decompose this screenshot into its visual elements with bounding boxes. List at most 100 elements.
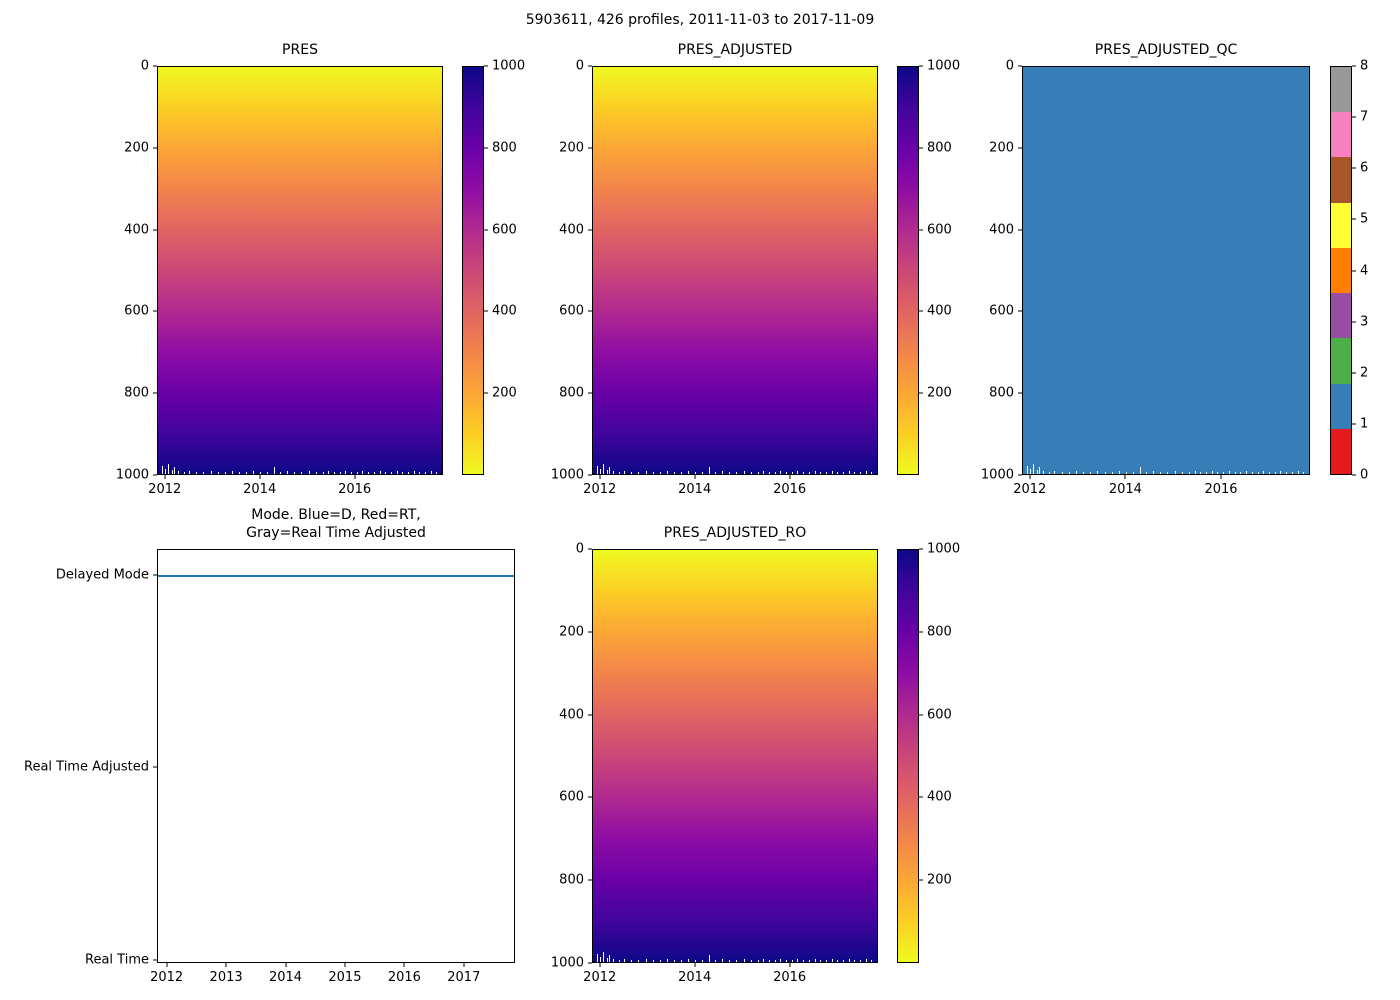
tick-mark bbox=[919, 392, 923, 394]
missing-data-dash bbox=[618, 472, 620, 474]
tick-label: 2014 bbox=[1108, 482, 1142, 497]
tick-mark bbox=[588, 65, 592, 67]
tick-mark bbox=[919, 879, 923, 881]
missing-data-dash bbox=[308, 471, 310, 474]
missing-data-dash bbox=[743, 471, 745, 474]
qc-colorbar-segment bbox=[1331, 383, 1351, 429]
missing-data-dash bbox=[1090, 472, 1092, 474]
tick-label: 1000 bbox=[550, 467, 584, 483]
missing-data-dash bbox=[666, 471, 668, 474]
tick-mark bbox=[1352, 423, 1356, 425]
missing-data-dash bbox=[183, 472, 185, 474]
missing-data-dash bbox=[871, 472, 873, 474]
tick-label: 0 bbox=[140, 58, 149, 74]
missing-data-dash bbox=[334, 472, 336, 474]
tick-label: 400 bbox=[927, 789, 952, 805]
missing-data-dash bbox=[597, 466, 599, 474]
tick-mark bbox=[588, 392, 592, 394]
missing-data-dash bbox=[339, 472, 341, 474]
missing-data-dash bbox=[162, 466, 164, 474]
missing-data-dash bbox=[769, 960, 771, 962]
tick-mark bbox=[588, 879, 592, 881]
tick-label: 800 bbox=[559, 872, 584, 888]
missing-data-dash bbox=[702, 472, 704, 474]
missing-data-dash bbox=[769, 472, 771, 474]
missing-data-dash bbox=[757, 960, 759, 962]
tick-label: 1000 bbox=[115, 467, 149, 483]
missing-data-dash bbox=[1160, 472, 1162, 474]
missing-data-dash bbox=[1153, 471, 1155, 474]
tick-label: 600 bbox=[989, 303, 1014, 319]
plot-pres-adjusted: PRES_ADJUSTED 0 200 400 600 800 1000 2012 2014… bbox=[551, 42, 878, 497]
missing-data-dash bbox=[1097, 471, 1099, 474]
missing-data-dash bbox=[419, 472, 421, 474]
tick-label: 2015 bbox=[328, 970, 362, 985]
tick-mark bbox=[1220, 475, 1222, 479]
tick-mark bbox=[588, 548, 592, 550]
missing-data-dash bbox=[322, 472, 324, 474]
tick-label: 2013 bbox=[209, 970, 243, 985]
missing-data-dash bbox=[1048, 472, 1050, 474]
missing-data-dash bbox=[831, 959, 833, 962]
qc-colorbar: 8 7 6 5 4 3 2 1 0 bbox=[1330, 59, 1368, 483]
missing-data-dash bbox=[1240, 472, 1242, 474]
tick-mark bbox=[484, 147, 488, 149]
tick-label: 2016 bbox=[338, 482, 372, 497]
missing-data-dash bbox=[210, 471, 212, 474]
pres-missing-data-noise bbox=[158, 67, 442, 474]
tick-label: 8 bbox=[1360, 58, 1369, 74]
missing-data-dash bbox=[301, 472, 303, 474]
missing-data-dash bbox=[1291, 472, 1293, 474]
tick-mark bbox=[153, 959, 157, 961]
missing-data-dash bbox=[315, 472, 317, 474]
missing-data-dash bbox=[373, 472, 375, 474]
tick-mark bbox=[153, 310, 157, 312]
missing-data-dash bbox=[736, 472, 738, 474]
missing-data-dash bbox=[368, 472, 370, 474]
missing-data-dash bbox=[1133, 472, 1135, 474]
tick-mark bbox=[1018, 392, 1022, 394]
missing-data-dash bbox=[385, 472, 387, 474]
tick-label: 2014 bbox=[678, 970, 712, 985]
tick-label: 800 bbox=[927, 140, 952, 156]
missing-data-dash bbox=[1268, 472, 1270, 474]
missing-data-dash bbox=[612, 471, 614, 474]
missing-data-dash bbox=[814, 959, 816, 962]
missing-data-dash bbox=[1206, 472, 1208, 474]
missing-data-dash bbox=[1200, 472, 1202, 474]
qc-colorbar-segment bbox=[1331, 202, 1351, 248]
tick-mark bbox=[1018, 65, 1022, 67]
missing-data-dash bbox=[1075, 471, 1077, 474]
missing-data-dash bbox=[848, 471, 850, 474]
tick-label: 2016 bbox=[387, 970, 421, 985]
missing-data-dash bbox=[848, 959, 850, 962]
missing-data-dash bbox=[1228, 471, 1230, 474]
tick-mark bbox=[919, 147, 923, 149]
tick-mark bbox=[225, 963, 227, 967]
tick-mark bbox=[153, 147, 157, 149]
missing-data-dash bbox=[424, 472, 426, 474]
tick-mark bbox=[919, 310, 923, 312]
pres-colorbar-gradient bbox=[462, 66, 484, 475]
missing-data-dash bbox=[842, 472, 844, 474]
tick-mark bbox=[484, 229, 488, 231]
tick-mark bbox=[153, 474, 157, 476]
missing-data-dash bbox=[402, 472, 404, 474]
missing-data-dash bbox=[854, 472, 856, 474]
tick-label: 800 bbox=[559, 385, 584, 401]
tick-label: 200 bbox=[124, 140, 149, 156]
plot-pres-adjusted-ro-title: PRES_ADJUSTED_RO bbox=[663, 524, 807, 541]
missing-data-dash bbox=[825, 960, 827, 962]
missing-data-dash bbox=[1246, 471, 1248, 474]
missing-data-dash bbox=[612, 959, 614, 962]
missing-data-dash bbox=[165, 469, 167, 474]
missing-data-dash bbox=[1286, 472, 1288, 474]
missing-data-dash bbox=[702, 960, 704, 962]
tick-mark bbox=[694, 963, 696, 967]
tick-label: 2016 bbox=[773, 970, 807, 985]
tick-mark bbox=[285, 963, 287, 967]
pres-colorbar: 1000 800 600 400 200 bbox=[462, 59, 525, 475]
missing-data-dash bbox=[1033, 464, 1034, 474]
tick-mark bbox=[1352, 65, 1356, 67]
missing-data-dash bbox=[1118, 471, 1120, 474]
